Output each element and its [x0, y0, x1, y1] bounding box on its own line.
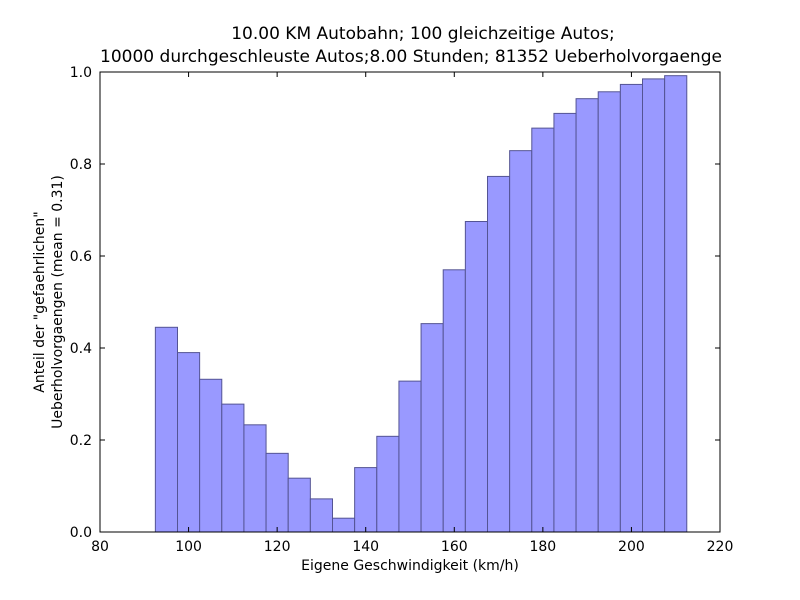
histogram-bar-2: [199, 378, 223, 533]
histogram-bar-8: [332, 517, 356, 533]
histogram-bar-11: [398, 380, 422, 533]
histogram-bar-9: [354, 467, 378, 533]
histogram-bar-21: [619, 83, 643, 533]
x-tick-label-3: 140: [352, 539, 379, 555]
y-tick-label-3: 0.6: [70, 249, 92, 265]
y-tick-label-4: 0.8: [70, 157, 92, 173]
histogram-bar-5: [265, 452, 289, 533]
histogram-bar-13: [442, 269, 466, 533]
x-tick-label-0: 80: [91, 539, 109, 555]
x-tick-label-2: 120: [264, 539, 291, 555]
plot-frame: [99, 71, 721, 533]
y-axis-label: Anteil der "gefaehrlichen" Ueberholvorga…: [32, 175, 66, 429]
histogram-bar-10: [376, 435, 400, 533]
chart-title-line-1: 10.00 KM Autobahn; 100 gleichzeitige Aut…: [231, 24, 615, 44]
bars-group: [154, 75, 688, 533]
x-tick-label-4: 160: [441, 539, 468, 555]
histogram-bar-22: [642, 78, 666, 533]
histogram-bar-15: [487, 175, 511, 533]
histogram-bar-12: [420, 323, 444, 533]
histogram-bar-6: [287, 477, 311, 533]
histogram-bar-0: [154, 326, 178, 533]
x-tick-label-6: 200: [618, 539, 645, 555]
y-tick-label-2: 0.4: [70, 341, 92, 357]
histogram-bar-1: [177, 352, 201, 533]
histogram-bar-20: [597, 91, 621, 533]
x-tick-label-5: 180: [529, 539, 556, 555]
histogram-bar-19: [575, 98, 599, 533]
histogram-bar-16: [509, 150, 533, 533]
chart-title-line-2: 10000 durchgeschleuste Autos;8.00 Stunde…: [100, 47, 722, 67]
histogram-bar-7: [309, 498, 333, 533]
y-axis-label-line-2: Ueberholvorgaengen (mean = 0.31): [50, 175, 66, 429]
histogram-bar-18: [553, 112, 577, 533]
x-tick-label-1: 100: [175, 539, 202, 555]
histogram-bar-3: [221, 403, 245, 533]
y-tick-label-1: 0.2: [70, 433, 92, 449]
histogram-bar-4: [243, 424, 267, 533]
x-tick-label-7: 220: [707, 539, 734, 555]
y-tick-label-5: 1.0: [70, 65, 92, 81]
y-tick-label-0: 0.0: [70, 525, 92, 541]
y-axis-label-line-1: Anteil der "gefaehrlichen": [32, 211, 48, 392]
tick-labels-group: 80 100 120 140 160 180 200 220 0.0 0.2 0.4 0.6 0.8 1.…: [70, 65, 734, 555]
histogram-bar-14: [464, 221, 488, 533]
histogram-bar-23: [664, 75, 688, 533]
histogram-bar-17: [531, 127, 555, 533]
x-axis-label: Eigene Geschwindigkeit (km/h): [301, 558, 519, 574]
